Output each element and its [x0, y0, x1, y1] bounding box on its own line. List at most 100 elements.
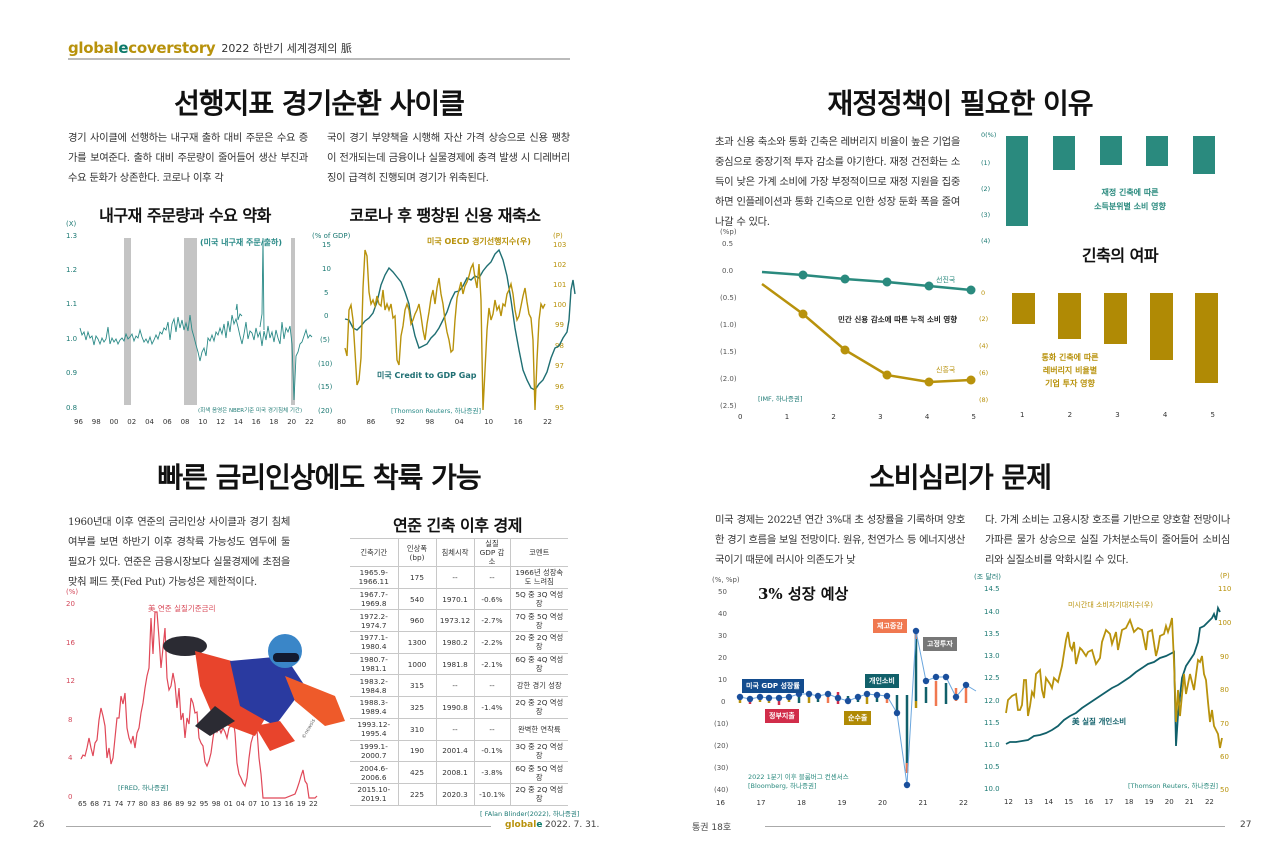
chart4-advanced-label: 선진국: [936, 276, 956, 284]
chart4-emerging-label: 신흥국: [936, 366, 956, 374]
table-cell: --: [435, 566, 475, 589]
table-cell: 1967.7-1969.8: [350, 587, 399, 611]
chart3-plot: [1006, 136, 1215, 226]
chart1-note: (회색 음영은 NBER기준 미국 경기침체 기간): [198, 408, 303, 414]
table-row: 1967.7-1969.8 540 1970.1 -0.6% 5Q 중 3Q 역성장: [350, 587, 568, 611]
section3-body: 1960년대 이후 연준의 금리인상 사이클과 경기 침체 여부를 보면 하반기…: [68, 516, 290, 588]
left-page: globalecoverstory 2022 하반기 세계경제의 脈 선행지표 …: [33, 40, 600, 830]
chart-fed-real-rate: (%) 20 16 12 8 4 0 美 연준 실질기준금리 [FRED, 하나…: [60, 588, 360, 816]
section1-body-col1: 경기 사이클에 선행하는 내구재 출하 대비 주문은 수요 증가를 보여준다. …: [68, 132, 308, 184]
section4-title: 소비심리가 문제: [868, 461, 1052, 494]
table-row: 1972.2-1974.7 960 1973.12 -2.7% 7Q 중 5Q 역성장: [350, 609, 568, 633]
table-cell: 1988.3-1989.4: [350, 696, 399, 719]
chart7-xaxis: 16 17 18 19 20 21 22: [716, 799, 968, 807]
table-cell: 2008.1: [435, 761, 475, 784]
chart-gdp-growth: (%, %p) 3% 성장 예상 50 40 30 20 10 0 (10) (…: [710, 575, 977, 810]
chart-durable-goods: (X) 1.3 1.2 1.1 1.0 0.9 0.8 (미국 내구재 주문/출…: [60, 220, 315, 430]
chart8-pce-label: 美 실질 개인소비: [1072, 717, 1127, 726]
chart8-xaxis: 12 13 14 15 16 17 18 19 20 21 22: [1004, 798, 1214, 806]
chart1-xaxis: 96 98 00 02 04 06 08 10 12 14 16 18 20 22: [74, 418, 314, 426]
table-cell: 3Q 중 2Q 역성장: [509, 739, 568, 763]
table-header-row: 긴축기간 인상폭(bp) 침체시작 실질 GDP 감소 코멘트: [350, 538, 568, 567]
table-cell: 1965.9-1966.11: [350, 566, 399, 589]
page-number-right: 27: [1240, 820, 1252, 830]
section4-body-col1: 미국 경제는 2022년 연간 3%대 초 성장률을 기록하며 양호한 경기 흐…: [715, 514, 965, 566]
table-cell: 5Q 중 3Q 역성장: [509, 587, 568, 611]
chart7-note: 2022 1분기 이후 블룸버그 컨센서스: [748, 773, 849, 781]
table-cell: -2.2%: [473, 631, 511, 654]
chart7-source: [Bloomberg, 하나증권]: [748, 782, 817, 790]
table-cell: --: [473, 717, 511, 741]
chart-credit-consumption: (%p) 0.5 0.0 (0.5) (1.0) (1.5) (2.0) (2.…: [720, 228, 980, 424]
legend-net-exports: 순수출: [844, 711, 872, 725]
table-cell: 1970.1: [435, 587, 475, 611]
table-cell: 2001.4: [435, 739, 475, 763]
table-cell: 1980.7-1981.1: [350, 652, 399, 676]
header-subtitle: 2022 하반기 세계경제의 脈: [221, 42, 352, 55]
table-row: 1965.9-1966.11 175 -- -- 1966년 성장속도 느려짐: [350, 566, 568, 589]
table-cell: -1.4%: [473, 696, 511, 719]
table-cell: --: [473, 674, 511, 698]
table-source: [ FAlan Blinder(2022), 하나증권]: [480, 810, 580, 818]
chart2-source: [Thomson Reuters, 하나증권]: [391, 407, 482, 415]
chart-credit-gap: (% of GDP) (P) 15 10 5 0 (5) (10) (15) (…: [305, 220, 576, 430]
chart4-source: [IMF, 하나증권]: [758, 395, 803, 403]
legend-fixed-investment: 고정투자: [923, 637, 957, 651]
section3-title: 빠른 금리인상에도 착륙 가능: [157, 461, 481, 494]
table-cell: 325: [397, 696, 437, 719]
table-cell: 1973.12: [435, 609, 475, 633]
table-cell: 310: [397, 717, 437, 741]
chart-monetary-tightening: 0 (2) (4) (6) (8) 통화 긴축에 따른 레버리지 비율별 기업 …: [975, 285, 1245, 425]
section2-body: 초과 신용 축소와 통화 긴축은 레버리지 비율이 높은 기업을 중심으로 중장…: [715, 136, 960, 228]
table-cell: 2Q 중 2Q 역성장: [509, 696, 568, 719]
chart1-title: 내구재 주문량과 수요 약화: [99, 206, 271, 225]
table-cell: 1300: [397, 631, 437, 654]
chart-fiscal-tightening: 0(%) (1) (2) (3) (4) 재정 긴축에 따른 소득분위별 소비 …: [975, 128, 1245, 245]
chart1-plot: [79, 237, 313, 405]
table-row: 1999.1-2000.7 190 2001.4 -0.1% 3Q 중 2Q 역성장: [350, 739, 568, 763]
table-cell: 1999.1-2000.7: [350, 739, 399, 763]
chart-consumption: (조 달러) (P) 14.5 14.0 13.5 13.0 12.5 12.0…: [970, 570, 1245, 810]
table-row: 1977.1-1980.4 1300 1980.2 -2.2% 2Q 중 2Q 역성장: [350, 631, 568, 654]
section1-body-col2: 국이 경기 부양책을 시행해 자산 가격 상승으로 신용 팽창이 전개되는데 금…: [327, 132, 570, 184]
table-cell: -0.1%: [473, 739, 511, 763]
table-cell: 960: [397, 609, 437, 633]
table-cell: 225: [397, 782, 437, 806]
chart8-plot: [1005, 605, 1223, 749]
table-cell: -10.1%: [473, 782, 511, 806]
table-row: 1983.2-1984.8 315 -- -- 강한 경기 성장: [350, 674, 568, 698]
table-cell: 175: [397, 566, 437, 589]
table-cell: 1993.12-1995.4: [350, 717, 399, 741]
table-cell: 190: [397, 739, 437, 763]
table-cell: 1966년 성장속도 느려짐: [509, 566, 568, 589]
table-cell: 6Q 중 5Q 역성장: [509, 761, 568, 784]
skydiver-photo: [163, 634, 345, 751]
table-cell: -3.8%: [473, 761, 511, 784]
table-cell: 1980.2: [435, 631, 475, 654]
table-row: 1993.12-1995.4 310 -- -- 완벽한 연착륙: [350, 717, 568, 741]
section4-body-col2: 다. 가계 소비는 고용시장 호조를 기반으로 양호할 전망이나 가파른 물가 …: [985, 514, 1230, 566]
table-row: 1988.3-1989.4 325 1990.8 -1.4% 2Q 중 2Q 역성장: [350, 696, 568, 719]
chart2-oecd-label: 미국 OECD 경기선행지수(우): [427, 237, 531, 246]
chart6-series-label: 美 연준 실질기준금리: [148, 604, 216, 613]
footer-brand: globale: [505, 820, 543, 830]
page-number-left: 26: [33, 820, 45, 830]
table-row: 2004.6-2006.6 425 2008.1 -3.8% 6Q 중 5Q 역성장: [350, 761, 568, 784]
chart6-source: [FRED, 하나증권]: [118, 784, 169, 792]
table-cell: 강한 경기 성장: [509, 674, 568, 698]
table-cell: 540: [397, 587, 437, 611]
section1-title: 선행지표 경기순환 사이클: [174, 87, 465, 120]
chart5-label: 통화 긴축에 따른 레버리지 비율별 기업 투자 영향: [1041, 353, 1099, 388]
footer-date: 2022. 7. 31.: [545, 820, 600, 830]
footer-rule-right: [765, 826, 1225, 827]
chart2-title: 코로나 후 팽창된 신용 재축소: [349, 206, 541, 225]
table-cell: -2.7%: [473, 609, 511, 633]
table-cell: 2Q 중 2Q 역성장: [509, 631, 568, 654]
legend-gdp: 미국 GDP 성장률: [742, 679, 804, 693]
chart8-michigan-label: 미시간대 소비자기대지수(우): [1068, 601, 1153, 609]
fed-tightening-table: 긴축기간 인상폭(bp) 침체시작 실질 GDP 감소 코멘트 1965.9-1…: [350, 538, 568, 806]
table-cell: 2004.6-2006.6: [350, 761, 399, 784]
table-cell: 1990.8: [435, 696, 475, 719]
